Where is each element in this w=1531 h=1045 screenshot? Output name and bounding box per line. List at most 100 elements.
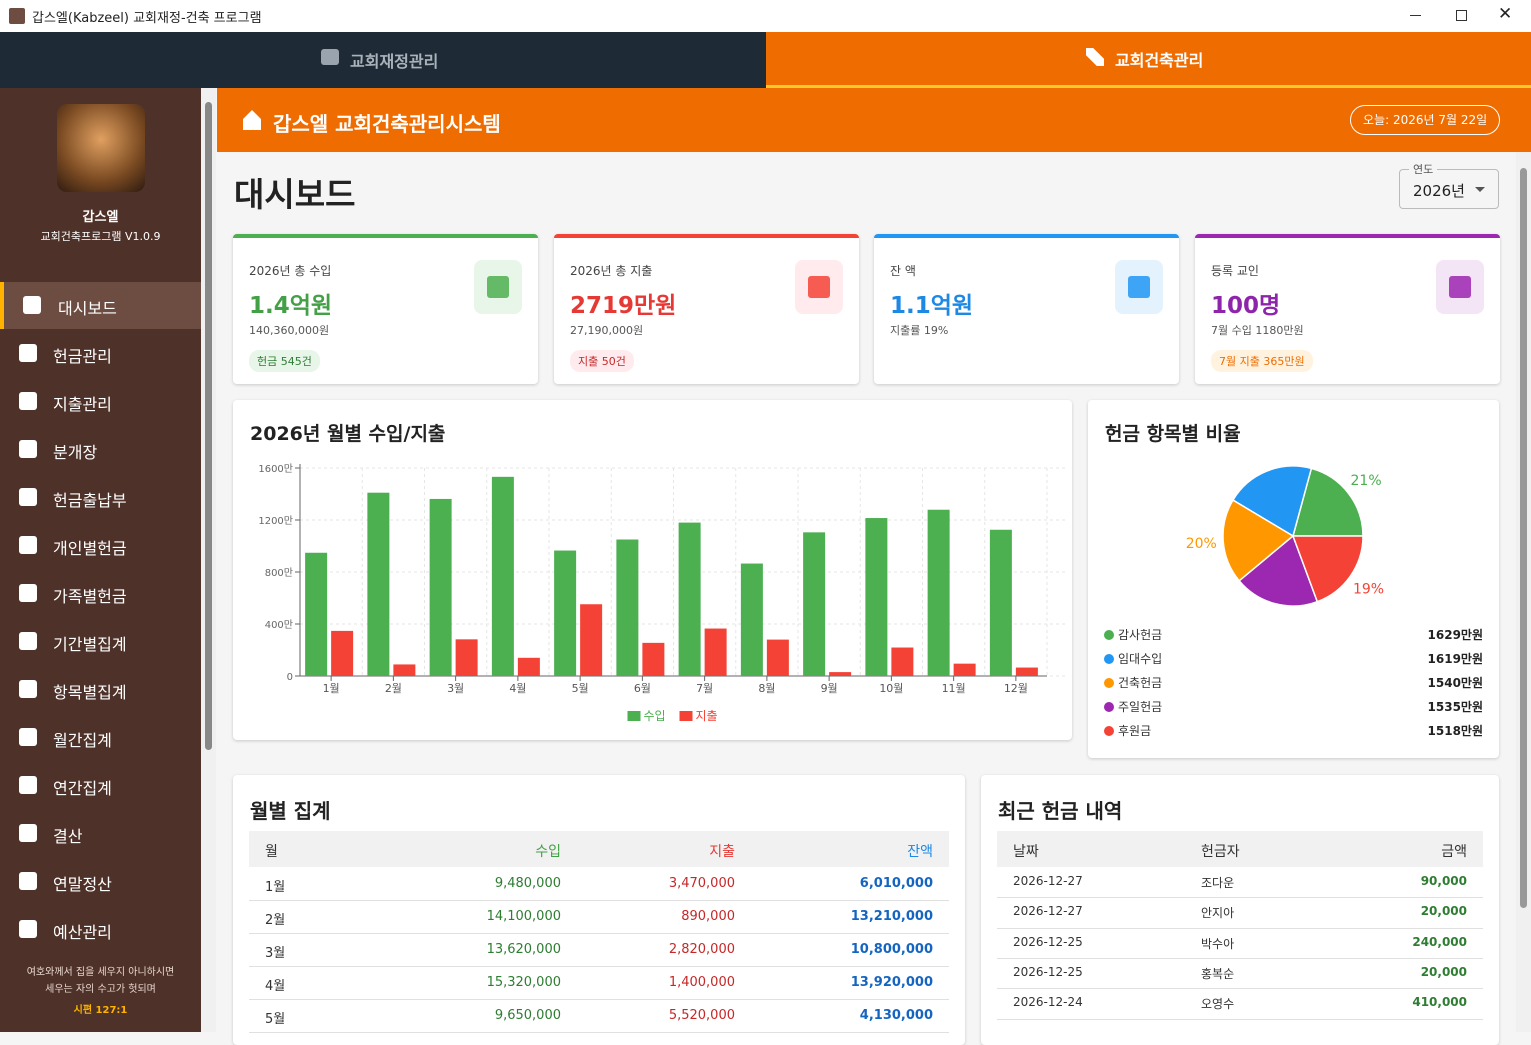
page-header: 갑스엘 교회건축관리시스템 오늘: 2026년 7월 22일 [217,88,1531,152]
x-tick-label: 3월 [447,682,464,695]
bar-chart: 2026년 월별 수입/지출 0 400만 800만 1200만 1600만 1월 2월 3월 4… [250,423,1067,723]
maximize-button[interactable] [1456,10,1467,21]
icon-glyph [808,276,830,298]
menu-item[interactable]: 기간별집계 [0,618,201,665]
tab-active[interactable]: 교회건축관리 [766,32,1531,88]
main-scrollbar[interactable] [1516,152,1531,1032]
close-button[interactable]: ✕ [1498,4,1513,24]
tab-icon [1086,48,1104,66]
y-tick-label: 800만 [265,567,293,579]
menu-icon [19,392,37,410]
stat-badge: 7월 지출 365만원 [1211,350,1313,372]
pie-slice [1292,467,1364,537]
menu-item[interactable]: 항목별집계 [0,666,201,713]
table-title: 최근 헌금 내역 [998,799,1123,823]
legend-label: 주일헌금 [1118,700,1162,714]
row-divider [997,897,1483,899]
table-cell: 1,400,000 [668,974,735,990]
year-select[interactable]: 연도 2026년 [1399,161,1499,209]
menu-item[interactable]: 대시보드 [0,282,201,329]
menu-item[interactable]: 예산관리 [0,906,201,953]
bar [429,498,452,676]
bar [642,642,665,676]
menu-item[interactable]: 결산 [0,810,201,857]
tab-label: 교회건축관리 [1115,51,1204,70]
menu-item[interactable]: 지출관리 [0,378,201,425]
menu-label: 헌금관리 [53,347,112,366]
sidebar: 갑스엘 교회건축프로그램 V1.0.9 여호와께서 집을 세우지 아니하시면 세… [0,88,216,1032]
x-tick-label: 12월 [1004,682,1028,695]
stat-label: 잔 액 [890,264,916,278]
bar [989,529,1012,676]
x-tick-label: 7월 [696,682,713,695]
y-tick-label: 1200만 [258,515,293,527]
x-tick-label: 2월 [385,682,402,695]
menu-item[interactable]: 연말정산 [0,858,201,905]
menu-icon [19,680,37,698]
menu-icon [19,776,37,794]
legend-dot [1104,726,1114,736]
recent-table-card: 최근 헌금 내역 날짜 헌금자 금액 2026-12-27 조다운 90,000 2026-1… [981,775,1499,1045]
tab[interactable]: 교회재정관리 [0,32,766,88]
menu-item[interactable]: 연간집계 [0,762,201,809]
table-cell: 5월 [265,1011,286,1027]
menu-icon [19,632,37,650]
row-divider [997,927,1483,929]
row-divider [997,1018,1483,1020]
row-divider [249,999,949,1000]
verse-line: 여호와께서 집을 세우지 아니하시면 [26,967,175,978]
menu-icon [19,584,37,602]
stat-badge: 지출 50건 [570,350,634,372]
menu-label: 지출관리 [53,395,112,414]
legend-dot [1104,702,1114,712]
bar [704,628,727,676]
menu-icon [19,536,37,554]
scrollbar[interactable] [201,88,216,1032]
menu-item[interactable]: 월간집계 [0,714,201,761]
stat-label: 등록 교인 [1211,264,1259,278]
stat-label: 2026년 총 지출 [570,264,653,278]
stat-card: 잔 액 1.1억원 지출률 19% [874,234,1179,384]
row-divider [249,900,949,901]
legend-value: 1518만원 [1428,723,1483,738]
scroll-thumb[interactable] [1520,168,1527,908]
scroll-thumb[interactable] [205,102,212,750]
stat-icon [1436,260,1484,314]
pie-slice [1222,499,1295,582]
table-cell: 박수아 [1201,936,1235,951]
menu-icon [19,872,37,890]
menu-item[interactable]: 가족별헌금 [0,570,201,617]
stat-badge: 헌금 545건 [249,350,320,372]
table-cell: 13,210,000 [850,908,933,924]
table-header [249,831,949,867]
stat-card: 등록 교인 100명 7월 수입 1180만원 7월 지출 365만원 [1195,234,1500,384]
legend-dot [1104,630,1114,640]
table-cell: 1월 [265,879,286,895]
y-tick-label: 0 [287,672,293,683]
table-cell: 90,000 [1420,874,1467,889]
pie-slice [1291,535,1364,603]
menu-item[interactable]: 헌금출납부 [0,474,201,521]
minimize-button[interactable] [1410,15,1421,16]
menu-label: 헌금출납부 [53,491,127,510]
menu-item[interactable]: 헌금관리 [0,330,201,377]
table-cell: 2026-12-27 [1013,874,1083,889]
menu-item[interactable]: 개인별헌금 [0,522,201,569]
stat-detail: 7월 수입 1180만원 [1211,324,1304,337]
menu-label: 분개장 [53,443,98,462]
logo [57,104,145,192]
menu-item[interactable]: 분개장 [0,426,201,473]
legend-dot [1104,678,1114,688]
table-cell: 20,000 [1420,904,1467,919]
monthly-table-card: 월별 집계 월 수입 지출 잔액 1월 9,480,000 3,470,000 6,010,00… [233,775,965,1045]
row-divider [249,1032,949,1033]
menu-label: 연말정산 [53,875,112,894]
table-cell: 2,820,000 [668,941,735,957]
table-cell: 20,000 [1420,965,1467,980]
bar [1015,667,1038,676]
menu-label: 예산관리 [53,923,112,942]
column-header: 월 [265,844,278,860]
y-tick-label: 400만 [265,619,293,631]
pie-slice [1238,534,1319,607]
